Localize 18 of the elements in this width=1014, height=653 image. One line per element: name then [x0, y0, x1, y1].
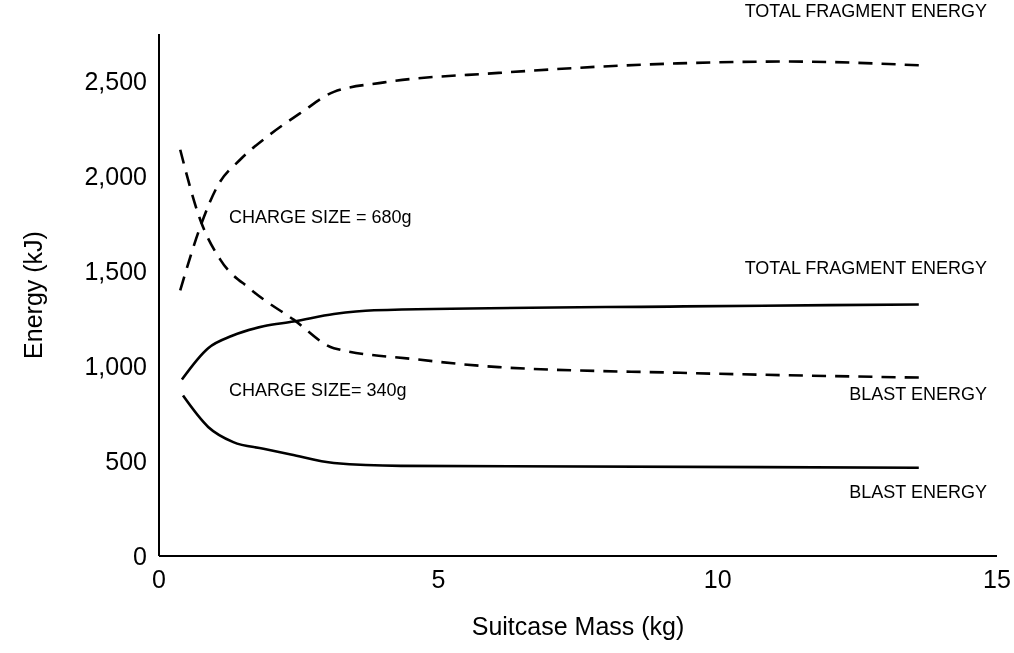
x-axis-title: Suitcase Mass (kg)	[471, 612, 685, 640]
y-tick-label: 1,000	[84, 351, 147, 380]
series-label: BLAST ENERGY	[849, 383, 987, 404]
x-tick-label: 10	[703, 565, 732, 593]
series-label: BLAST ENERGY	[849, 481, 987, 502]
annotation: CHARGE SIZE= 340g	[229, 380, 407, 401]
x-tick-label: 5	[431, 565, 446, 593]
y-tick-label: 1,500	[84, 257, 147, 286]
x-tick-label: 15	[983, 565, 1011, 593]
y-tick-label: 500	[105, 446, 147, 475]
x-tick-label: 0	[152, 565, 166, 593]
y-axis-title: Energy (kJ)	[19, 231, 47, 359]
y-tick-label: 0	[133, 541, 147, 570]
y-tick-label: 2,500	[84, 67, 147, 96]
y-tick-label: 2,000	[84, 162, 147, 191]
annotation: CHARGE SIZE = 680g	[229, 207, 412, 228]
text: TOTAL FRAGMENT ENERGY	[744, 1, 987, 22]
series-label: TOTAL FRAGMENT ENERGY	[744, 258, 987, 279]
